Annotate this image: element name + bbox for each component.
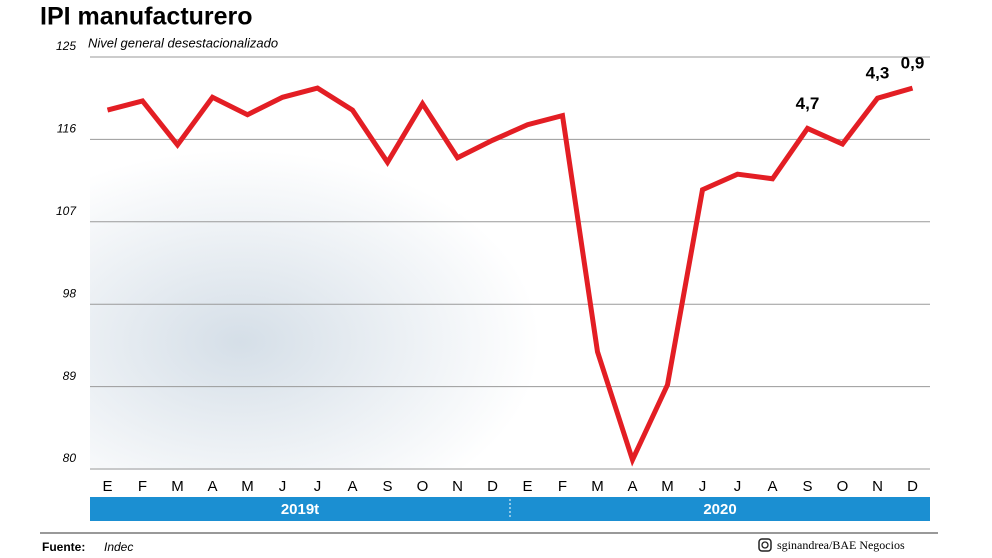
- source-label: Fuente:: [42, 540, 85, 554]
- point-annotation: 4,7: [796, 94, 820, 113]
- chart-subtitle: Nivel general desestacionalizado: [88, 35, 278, 50]
- y-tick-label: 98: [63, 286, 77, 300]
- data-line: [106, 85, 914, 467]
- y-tick-label: 80: [63, 451, 77, 465]
- source: Indec: [104, 540, 133, 554]
- x-tick-label: J: [699, 478, 707, 495]
- x-tick-label: A: [627, 478, 637, 495]
- background-image: [90, 150, 590, 470]
- x-tick-label: D: [487, 478, 498, 495]
- x-tick-label: D: [907, 478, 918, 495]
- point-annotation: 0,9: [901, 54, 925, 73]
- instagram-icon: [758, 538, 772, 552]
- x-tick-label: E: [102, 478, 112, 495]
- x-tick-label: F: [558, 478, 567, 495]
- y-tick-label: 89: [63, 369, 77, 383]
- x-tick-label: A: [767, 478, 777, 495]
- x-tick-label: M: [591, 478, 604, 495]
- instagram-icon-lens: [761, 541, 769, 549]
- y-tick-label: 107: [56, 204, 77, 218]
- x-tick-label: S: [802, 478, 812, 495]
- x-tick-label: O: [837, 478, 849, 495]
- x-tick-label: N: [872, 478, 883, 495]
- x-tick-label: J: [314, 478, 322, 495]
- y-tick-label: 116: [57, 122, 76, 136]
- x-tick-label: O: [417, 478, 429, 495]
- y-tick-label: 125: [56, 39, 76, 53]
- credit: sginandrea/BAE Negocios: [777, 538, 905, 552]
- x-tick-label: A: [207, 478, 217, 495]
- x-tick-label: J: [734, 478, 742, 495]
- point-annotation: 4,3: [866, 64, 890, 83]
- x-tick-label: N: [452, 478, 463, 495]
- x-tick-label: M: [661, 478, 674, 495]
- year-label: 2020: [703, 501, 736, 518]
- chart-title: IPI manufacturero: [40, 3, 253, 31]
- x-tick-label: M: [171, 478, 184, 495]
- x-tick-label: E: [522, 478, 532, 495]
- x-tick-label: M: [241, 478, 254, 495]
- x-tick-label: F: [138, 478, 147, 495]
- x-tick-label: J: [279, 478, 287, 495]
- x-tick-label: A: [347, 478, 357, 495]
- x-tick-label: S: [382, 478, 392, 495]
- year-label: 2019t: [281, 501, 319, 518]
